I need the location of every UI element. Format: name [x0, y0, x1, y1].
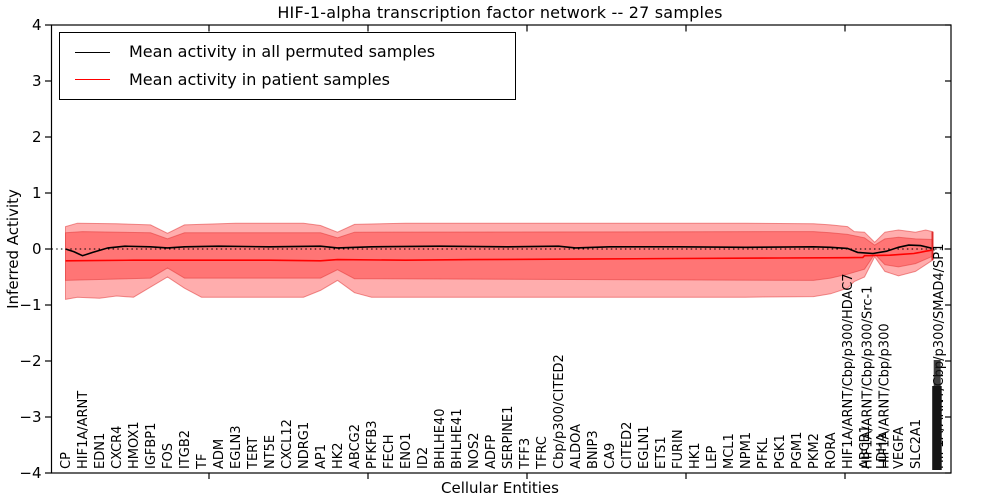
x-category-label: HK1 — [688, 442, 703, 469]
inner-permutation-band-band — [65, 231, 933, 281]
x-category-label: TFF3 — [518, 438, 533, 470]
y-tick-label: 4 — [32, 16, 42, 34]
x-category-label: EDN1 — [93, 433, 108, 469]
y-tick-label: 1 — [32, 184, 42, 202]
x-category-label: RORA — [824, 432, 839, 469]
chart-title: HIF-1-alpha transcription factor network… — [277, 3, 723, 22]
y-tick-label: −3 — [19, 408, 41, 426]
x-category-label: MCL1 — [722, 433, 737, 469]
x-category-label: ABCB1 — [858, 425, 873, 469]
x-category-label: PFKL — [756, 437, 771, 469]
overlapping-labels-blob — [933, 360, 941, 390]
x-category-label: FURIN — [671, 429, 686, 469]
patient-mean-line — [65, 249, 933, 262]
x-category-label: Cbp/p300/CITED2 — [552, 354, 567, 469]
x-category-label: BHLHE41 — [450, 409, 465, 469]
legend-item-patient: Mean activity in patient samples — [75, 69, 515, 89]
x-category-label: SERPINE1 — [501, 406, 516, 469]
x-category-label: ADFP — [484, 435, 499, 469]
x-category-label: FOS — [161, 443, 176, 469]
x-category-label: VEGFA — [892, 427, 907, 469]
x-category-label: PFKFB3 — [365, 420, 380, 469]
legend-line-sample-patient — [75, 79, 110, 81]
legend-label-permuted: Mean activity in all permuted samples — [129, 42, 436, 62]
x-category-label: HIF1A/ARNT — [76, 391, 91, 469]
legend-label-patient: Mean activity in patient samples — [129, 69, 390, 89]
x-category-label: TF — [195, 454, 210, 470]
legend-item-permuted: Mean activity in all permuted samples — [75, 44, 515, 60]
y-tick-label: −4 — [19, 464, 41, 482]
x-category-label: EGLN3 — [229, 425, 244, 469]
x-category-label: HK2 — [331, 442, 346, 469]
x-category-label: CXCL12 — [280, 419, 295, 469]
x-category-label: ID2 — [416, 447, 431, 469]
legend-box: Mean activity in all permuted samples Me… — [59, 32, 516, 100]
x-category-label: AP1 — [314, 444, 329, 469]
x-category-label: ABCG2 — [348, 424, 363, 469]
y-tick-label: 0 — [32, 240, 42, 258]
x-category-label: PKM2 — [807, 433, 822, 469]
x-category-label: NT5E — [263, 435, 278, 469]
x-category-label: TERT — [246, 437, 261, 470]
y-tick-label: 3 — [32, 72, 42, 90]
x-category-label: CP — [59, 452, 74, 469]
x-category-label: LEP — [705, 446, 720, 469]
x-category-label: HIF1A/ARNT/Cbp/p300/Src-1 — [861, 286, 876, 469]
x-category-label: IGFBP1 — [144, 423, 159, 469]
x-category-label: NPM1 — [739, 432, 754, 469]
y-tick-label: 2 — [32, 128, 42, 146]
x-category-label: BHLHE40 — [433, 409, 448, 469]
x-category-label: ETS1 — [654, 436, 669, 469]
x-category-label: ALDOA — [569, 424, 584, 469]
x-category-label: PGK1 — [773, 434, 788, 469]
legend-line-sample-permuted — [75, 51, 110, 53]
x-category-label: CA9 — [603, 443, 618, 469]
overlapping-labels-blob — [932, 386, 942, 470]
x-category-label: LDHA — [875, 433, 890, 469]
x-category-label: FECH — [382, 434, 397, 469]
x-category-label: CXCR4 — [110, 426, 125, 469]
x-category-label: NOS2 — [467, 433, 482, 469]
x-category-label: SLC2A1 — [909, 419, 924, 469]
x-category-label: BNIP3 — [586, 430, 601, 469]
x-category-label: ENO1 — [399, 433, 414, 469]
x-category-label: PGM1 — [790, 432, 805, 469]
x-category-label: TFRC — [535, 436, 550, 470]
y-tick-label: −2 — [19, 352, 41, 370]
x-category-label: NDRG1 — [297, 422, 312, 469]
x-category-label: ITGB2 — [178, 430, 193, 469]
x-category-label: CITED2 — [620, 422, 635, 469]
x-category-label: HIF1A/ARNT/Cbp/p300/HDAC7 — [841, 273, 856, 469]
x-category-label: HIF1A/ARNT/Cbp/p300 — [878, 323, 893, 469]
y-tick-label: −1 — [19, 296, 41, 314]
x-category-label: EGLN1 — [637, 425, 652, 469]
x-axis-label: Cellular Entities — [441, 479, 559, 497]
x-category-label: HMOX1 — [127, 421, 142, 469]
x-category-label: ADM — [212, 439, 227, 469]
permuted-mean-line — [65, 244, 933, 257]
